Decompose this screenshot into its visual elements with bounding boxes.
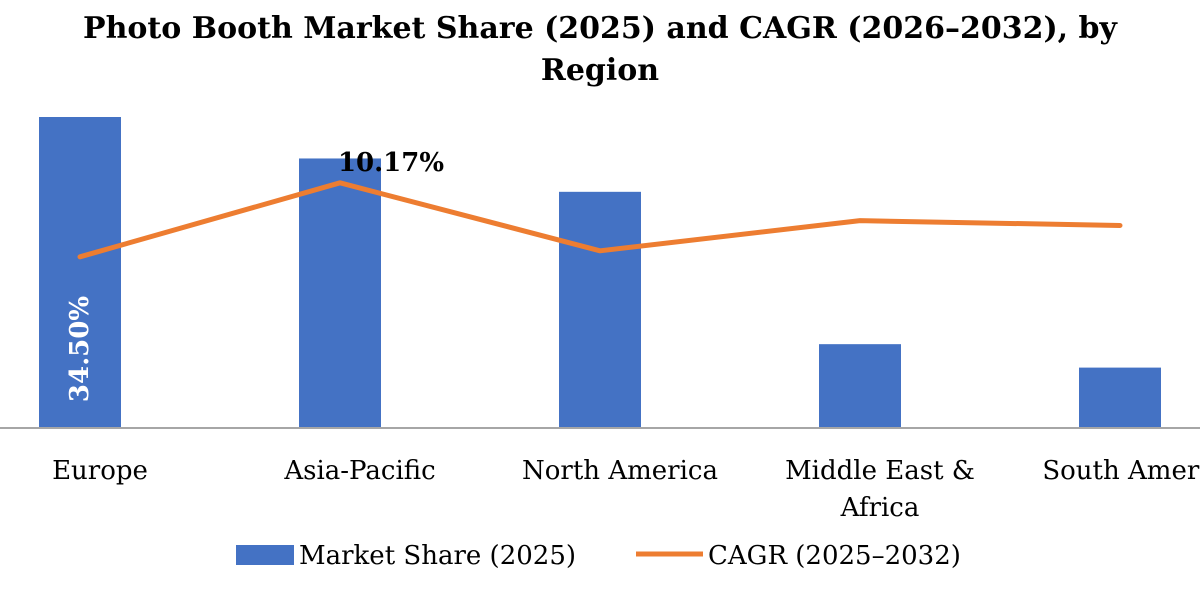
legend: Market Share (2025) CAGR (2025–2032) [236, 541, 961, 571]
legend-label-cagr: CAGR (2025–2032) [708, 541, 961, 571]
bar-4 [1079, 367, 1161, 428]
data-label-line-1: 10.17% [338, 148, 444, 178]
bar-1 [299, 158, 381, 428]
category-label-3: Africa [840, 493, 920, 523]
chart-title-line: Photo Booth Market Share (2025) and CAGR… [83, 11, 1118, 46]
legend-label-market-share: Market Share (2025) [299, 541, 576, 571]
bar-series [39, 117, 1161, 428]
legend-swatch-market-share [236, 545, 294, 565]
chart-title: Photo Booth Market Share (2025) and CAGR… [83, 11, 1118, 88]
category-label-0: Europe [52, 456, 148, 486]
data-label-bar-0: 34.50% [65, 296, 95, 402]
data-labels: 34.50% 10.17% [65, 148, 444, 402]
category-label-2: North America [522, 456, 718, 486]
line-series [77, 180, 1123, 260]
category-label-1: Asia-Pacific [283, 456, 435, 486]
chart-title-line: Region [541, 53, 659, 88]
x-axis-categories: Europe Asia-Pacific North America Middle Ea… [52, 456, 1200, 523]
category-label-3: Middle East & [785, 456, 975, 486]
bar-3 [819, 344, 901, 428]
bar-0 [39, 117, 121, 428]
category-label-4: South America [1042, 456, 1200, 486]
bar-2 [559, 191, 641, 428]
